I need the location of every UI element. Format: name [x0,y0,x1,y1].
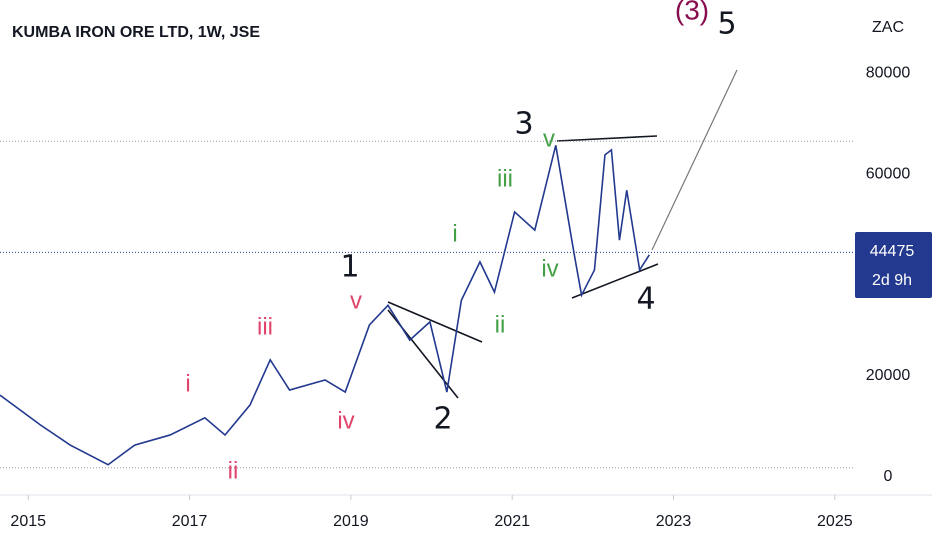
x-tick-label: 2025 [817,513,853,530]
y-tick-label: 0 [884,468,893,485]
currency: ZAC [872,19,904,36]
wave-degree: (3) [675,0,709,25]
wave-label: 2 [433,402,452,437]
x-tick-label: 2023 [656,513,692,530]
projection-line [651,69,738,251]
drawings [387,69,738,399]
wave-label: iv [541,255,558,282]
price-line-series [0,145,650,466]
x-tick-label: 2019 [333,513,369,530]
wave-label: i [185,370,190,397]
wave-label: 1 [340,250,359,285]
wave-label: ii [495,311,506,338]
wave-label: 5 [717,7,736,42]
x-tick-label: 2017 [172,513,208,530]
y-tick-label: 80000 [866,64,911,81]
wave-label: iii [257,313,273,340]
trendline [387,301,483,343]
trendline [571,263,659,299]
x-tick-label: 2021 [494,513,530,530]
wave-label: iii [497,165,513,192]
wave-label: ii [228,457,239,484]
price-label: 44475 [870,243,915,260]
wave-label: v [543,125,555,152]
wave-label: 3 [514,107,533,142]
wave-label: v [350,287,362,314]
countdown: 2d 9h [872,272,912,289]
price-box [855,232,932,298]
x-tick-label: 2015 [10,513,46,530]
chart-title: KUMBA IRON ORE LTD, 1W, JSE [12,24,260,41]
y-tick-label: 60000 [866,165,911,182]
wave-label: 4 [636,282,655,317]
trendline [556,135,658,142]
y-tick-label: 20000 [866,367,911,384]
wave-label: iv [337,407,354,434]
wave-label: i [452,220,457,247]
